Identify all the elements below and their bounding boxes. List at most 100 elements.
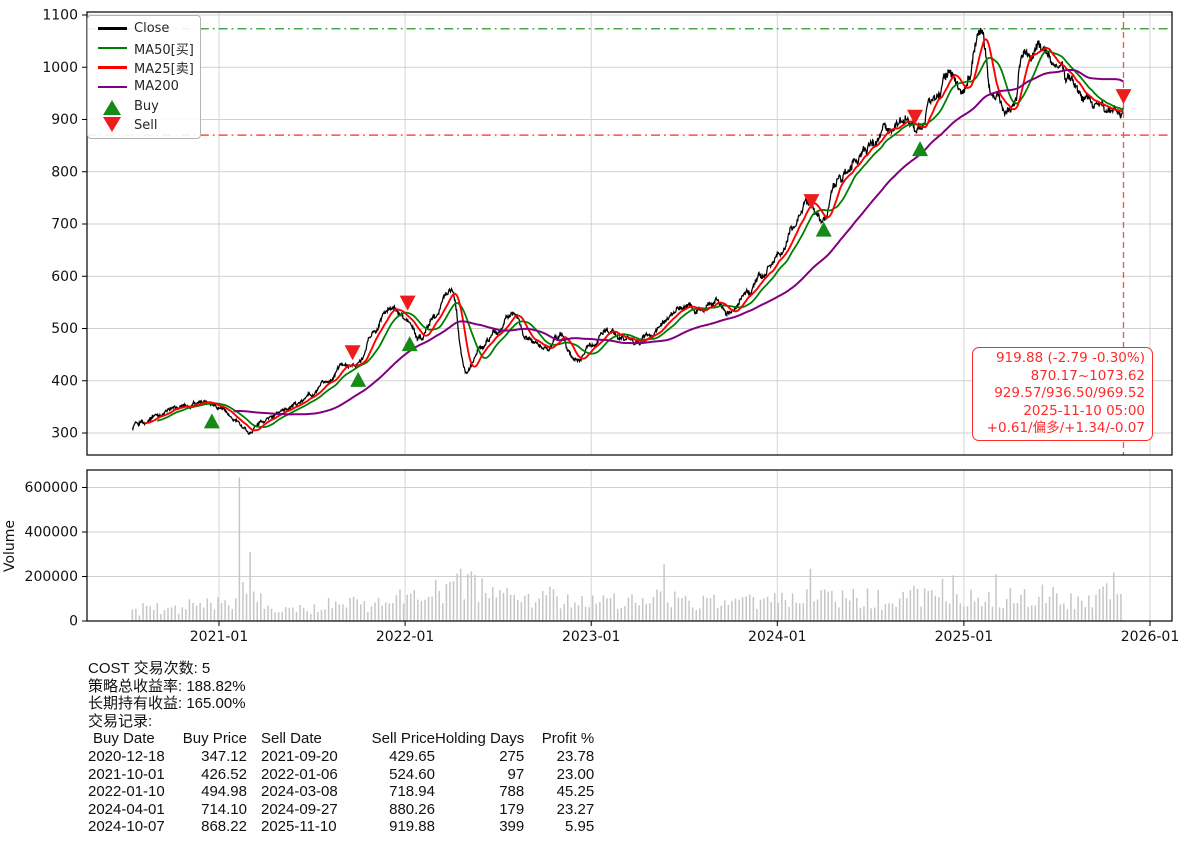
close-series (131, 27, 1124, 435)
trade-cell: 426.52 (201, 765, 247, 783)
trade-row: 2024-10-07 868.22 2025-11-10 919.88 399 5.95 (88, 818, 594, 836)
trade-cell: 2024-10-07 (88, 818, 165, 836)
price-tick-label: 900 (51, 112, 78, 128)
trade-cell: 524.60 (389, 765, 435, 783)
legend-item-ma50: MA50[买] (97, 38, 200, 58)
date-tick-label: 2026-01 (1121, 629, 1180, 645)
trade-row: 2020-12-18 347.12 2021-09-20 429.65 275 23.78 (88, 748, 594, 766)
strategy-stats: COST 交易次数: 5 策略总收益率: 188.82% 长期持有收益: 165… (88, 660, 594, 836)
legend-item-sell: Sell (97, 116, 200, 135)
price-tick-label: 800 (51, 164, 78, 180)
price-panel-frame (86, 11, 1173, 456)
trade-cell: 2021-10-01 (88, 765, 165, 783)
legend-label: Close (134, 21, 170, 37)
ma200-series (233, 68, 1124, 416)
grid (87, 12, 1172, 621)
date-tick-label: 2025-01 (935, 629, 994, 645)
legend-item-ma25: MA25[卖] (97, 58, 200, 77)
date-tick-label: 2022-01 (376, 629, 435, 645)
legend-label: MA50[买] (134, 42, 194, 58)
trade-header-cell: Buy Price (182, 730, 247, 748)
trade-cell: 2024-09-27 (261, 800, 338, 818)
trade-cell: 2024-03-08 (261, 783, 338, 801)
trade-header-cell: Buy Date (93, 730, 155, 748)
trade-header-cell: Profit % (541, 730, 595, 748)
volume-tick-label: 0 (69, 614, 78, 630)
trade-count: COST 交易次数: 5 (88, 660, 211, 677)
volume-tick-label: 600000 (25, 480, 78, 496)
sell-marker (803, 194, 820, 210)
ma50-line-swatch (97, 46, 127, 50)
legend-label: Sell (134, 118, 158, 134)
trade-row: 2024-04-01 714.10 2024-09-27 880.26 179 23.27 (88, 801, 594, 819)
sell-markers (344, 89, 1132, 361)
trade-cell: 179 (499, 800, 525, 818)
trade-cell: 2024-04-01 (88, 800, 165, 818)
date-tick-label: 2021-01 (190, 629, 249, 645)
trade-row: 2022-01-10 494.98 2024-03-08 718.94 788 45.25 (88, 783, 594, 801)
volume-panel-frame (86, 469, 1173, 622)
trade-cell: 868.22 (201, 818, 247, 836)
trade-cell: 718.94 (389, 783, 435, 801)
sell-marker (906, 109, 923, 125)
axis-labels: 300 400 500 600 700 800 900 1000 1100 0 200000 4000… (2, 8, 1179, 646)
volume-tick-label: 200000 (25, 569, 78, 585)
legend-label: MA200 (134, 79, 179, 95)
trade-log-label: 交易记录: (88, 712, 153, 730)
trade-cell: 880.26 (389, 800, 435, 818)
trade-cell: 23.00 (556, 765, 595, 783)
buy-marker (350, 371, 367, 387)
buy-hold-return: 长期持有收益: 165.00% (88, 695, 246, 713)
axis-ticks (82, 14, 1151, 626)
sell-triangle-icon (97, 117, 127, 133)
trade-cell: 97 (507, 765, 525, 783)
volume-axis-title: Volume (2, 520, 18, 572)
reference-hlines (87, 28, 1172, 136)
trade-cell: 788 (499, 783, 525, 801)
last-price-annotation: 919.88 (-2.79 -0.30%) 870.17~1073.62 929… (972, 347, 1153, 441)
date-tick-label: 2024-01 (748, 629, 807, 645)
annotation-line: 870.17~1073.62 (1030, 367, 1145, 384)
close-line-swatch (97, 27, 127, 30)
annotation-line: +0.61/偏多/+1.34/-0.07 (986, 420, 1145, 437)
trade-header-row: Buy Date Buy Price Sell Date Sell Price Hold… (88, 730, 594, 748)
ma25-line-swatch (97, 66, 127, 69)
buy-marker (401, 336, 418, 352)
ma25-series (144, 38, 1124, 432)
trade-cell: 429.65 (389, 747, 435, 765)
trade-cell: 2022-01-06 (261, 765, 338, 783)
price-tick-label: 300 (51, 426, 78, 442)
sell-marker (1115, 89, 1132, 105)
trade-cell: 494.98 (201, 783, 247, 801)
legend-label: Buy (134, 98, 159, 114)
price-tick-label: 500 (51, 321, 78, 337)
buy-triangle-icon (97, 99, 127, 115)
volume-bars (131, 477, 1122, 621)
trade-cell: 2021-09-20 (261, 747, 338, 765)
trade-cell: 919.88 (389, 818, 435, 836)
trade-cell: 275 (499, 747, 525, 765)
legend-item-ma200: MA200 (97, 77, 200, 96)
annotation-line: 929.57/936.50/969.52 (994, 385, 1145, 402)
strategy-return: 策略总收益率: 188.82% (88, 677, 246, 695)
trade-header-cell: Sell Price (371, 730, 435, 748)
trade-cell: 347.12 (201, 747, 247, 765)
trade-cell: 2025-11-10 (261, 818, 337, 836)
legend-item-close: Close (97, 19, 200, 38)
trade-cell: 714.10 (201, 800, 247, 818)
buy-marker (203, 413, 220, 429)
buy-markers (203, 141, 929, 429)
price-tick-label: 400 (51, 373, 78, 389)
trade-cell: 2022-01-10 (88, 783, 165, 801)
trade-row: 2021-10-01 426.52 2022-01-06 524.60 97 23.00 (88, 766, 594, 784)
trade-cell: 45.25 (556, 783, 595, 801)
trade-cell: 5.95 (565, 818, 595, 836)
price-tick-label: 600 (51, 269, 78, 285)
chart-legend: Close MA50[买] MA25[卖] MA200 Buy Sell (87, 15, 201, 139)
price-tick-label: 1100 (42, 8, 78, 24)
trade-cell: 399 (499, 818, 525, 836)
trade-cell: 23.78 (556, 747, 595, 765)
sell-marker (344, 345, 361, 361)
